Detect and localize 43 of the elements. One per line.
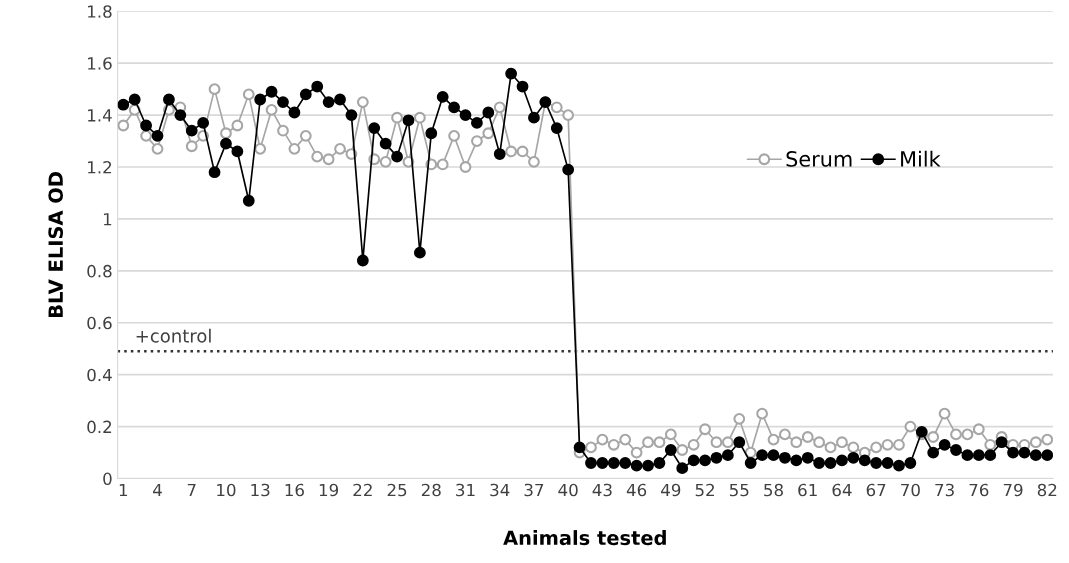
x-tick-label: 58: [764, 483, 783, 497]
y-tick-label: 1.8: [88, 5, 112, 18]
x-tick-label: 40: [558, 483, 578, 497]
x-tick-label: 49: [661, 483, 681, 497]
x-tick-label: 76: [969, 483, 989, 497]
x-tick-label: 13: [251, 483, 270, 497]
x-tick-label: 43: [592, 483, 612, 497]
x-tick-label: 25: [387, 483, 407, 497]
y-tick-label: 0.2: [87, 420, 112, 434]
x-tick-label: 16: [285, 483, 304, 497]
y-tick-label: 1: [103, 213, 112, 226]
x-tick-label: 67: [866, 483, 886, 497]
x-tick-label: 28: [421, 483, 441, 497]
y-axis-title: BLV ELISA OD: [48, 172, 64, 317]
x-tick-label: 7: [187, 483, 196, 497]
x-tick-label: 55: [729, 483, 749, 497]
y-tick-label: 0.8: [87, 264, 112, 278]
ref-line-label: +control: [136, 328, 211, 343]
x-tick-label: 4: [153, 483, 162, 497]
x-tick-label: 70: [901, 483, 920, 497]
x-tick-label: 79: [1003, 483, 1023, 497]
y-tick-label: 0.6: [87, 316, 112, 330]
x-tick-label: 10: [217, 483, 236, 497]
x-tick-label: 22: [353, 483, 372, 497]
x-tick-label: 73: [935, 483, 954, 497]
x-tick-label: 37: [524, 483, 544, 497]
x-tick-label: 1: [119, 483, 128, 497]
legend-label: Serum: [786, 151, 852, 167]
x-tick-label: 46: [626, 483, 647, 497]
y-tick-label: 1.4: [88, 109, 112, 122]
x-tick-label: 82: [1037, 483, 1057, 497]
y-tick-label: 0: [103, 472, 112, 486]
y-tick-label: 1.6: [88, 57, 112, 70]
x-tick-label: 19: [319, 483, 339, 497]
y-tick-label: 0.4: [87, 368, 112, 382]
legend-label: Milk: [901, 150, 941, 167]
x-axis-title: Animals tested: [503, 530, 666, 546]
x-tick-label: 34: [490, 483, 510, 497]
x-tick-label: 61: [798, 483, 817, 497]
x-tick-label: 64: [832, 483, 852, 497]
x-tick-label: 31: [456, 483, 475, 497]
y-tick-label: 1.2: [88, 160, 112, 174]
x-tick-label: 52: [695, 483, 714, 497]
